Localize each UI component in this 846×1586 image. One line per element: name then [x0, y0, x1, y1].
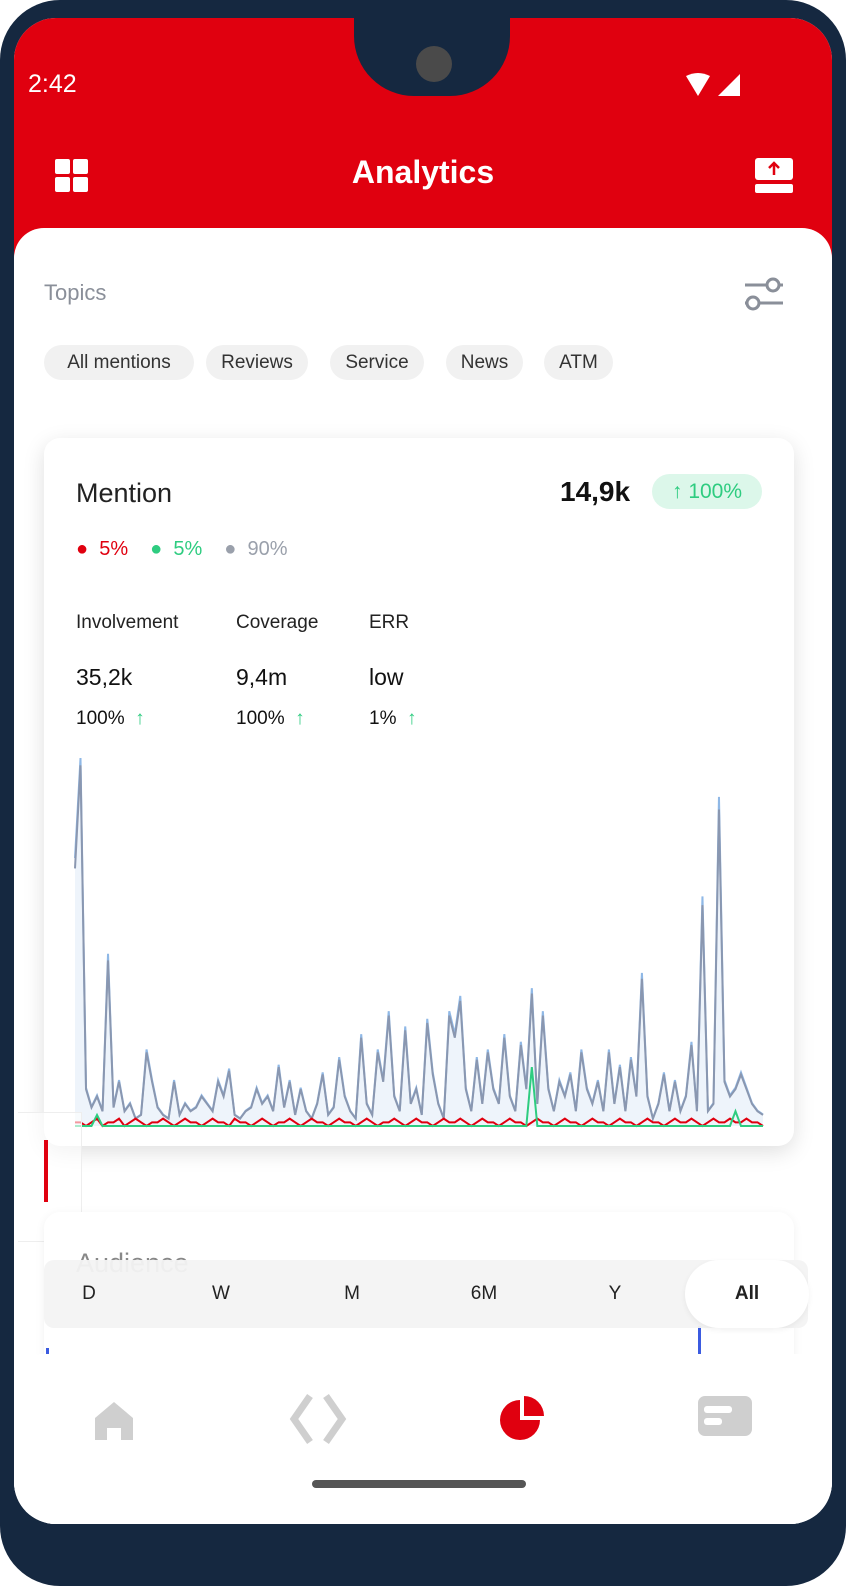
grid-icon[interactable] — [55, 159, 89, 193]
topics-label: Topics — [44, 280, 107, 305]
legend-negative: ● 5% — [76, 538, 129, 560]
series-line-2 — [75, 1067, 763, 1127]
legend: ● 5% ● 5% ● 90% — [76, 538, 288, 561]
mention-card: Mention 14,9k ↑ 100% ● 5% ● 5% ● 90% Inv… — [44, 438, 794, 1146]
change-badge: ↑ 100% — [652, 474, 762, 509]
metric-label: ERR — [369, 612, 410, 633]
mention-total: 14,9k — [560, 476, 631, 507]
dot-icon: ● — [150, 538, 163, 560]
page-title: Analytics — [351, 154, 495, 190]
change-value: 100% — [688, 480, 743, 503]
metric-value: low — [369, 664, 404, 690]
chip-all-mentions[interactable]: All mentions — [44, 345, 194, 380]
series-line-total — [74, 757, 764, 1122]
chip-service[interactable]: Service — [330, 345, 424, 380]
status-time: 2:42 — [28, 70, 77, 98]
home-indicator[interactable] — [312, 1480, 526, 1488]
audience-chart-mark — [698, 1326, 701, 1366]
chip-news[interactable]: News — [446, 345, 523, 380]
card-icon[interactable] — [698, 1396, 752, 1436]
range-all[interactable]: All — [685, 1260, 809, 1328]
wifi-signal-icon — [686, 73, 740, 96]
legend-positive: ● 5% — [150, 538, 203, 560]
metric-change: 100% — [236, 708, 285, 729]
screen: 2:42 Analytics Topics All mentions Revie… — [14, 18, 832, 1524]
dot-icon: ● — [76, 538, 89, 560]
dot-icon: ● — [224, 538, 237, 560]
range-y[interactable]: Y — [608, 1283, 622, 1304]
chip-atm[interactable]: ATM — [544, 345, 613, 380]
range-d[interactable]: D — [82, 1283, 96, 1304]
range-6m[interactable]: 6M — [470, 1283, 498, 1304]
metric-value: 9,4m — [236, 664, 288, 690]
metric-label: Coverage — [236, 612, 319, 633]
camera — [416, 46, 452, 82]
metric-change: 1% — [369, 708, 397, 729]
series-area — [75, 765, 763, 1126]
home-icon[interactable] — [94, 1400, 134, 1442]
arrow-up-icon: ↑ — [129, 708, 145, 729]
card-title: Mention — [76, 478, 173, 508]
arrow-up-icon: ↑ — [671, 480, 689, 503]
arrow-up-icon: ↑ — [289, 708, 305, 729]
upload-icon[interactable] — [755, 158, 793, 194]
bottom-nav — [14, 1354, 832, 1524]
series-line-0 — [74, 765, 764, 1123]
chip-reviews[interactable]: Reviews — [206, 345, 308, 380]
metric-label: Involvement — [76, 612, 179, 633]
mention-chart — [74, 757, 764, 1128]
range-m[interactable]: M — [344, 1283, 360, 1304]
filter-icon[interactable] — [743, 276, 785, 312]
pie-chart-icon[interactable] — [500, 1396, 544, 1440]
scroll-indicator[interactable] — [44, 1140, 48, 1202]
arrow-up-icon: ↑ — [401, 708, 417, 729]
metric-value: 35,2k — [76, 664, 133, 690]
series-line-1 — [75, 1117, 764, 1128]
code-icon[interactable] — [288, 1394, 348, 1444]
time-range-selector: D W M 6M Y All — [44, 1260, 809, 1328]
metric-change: 100% — [76, 708, 125, 729]
legend-neutral: ● 90% — [224, 538, 288, 560]
range-w[interactable]: W — [212, 1283, 230, 1304]
